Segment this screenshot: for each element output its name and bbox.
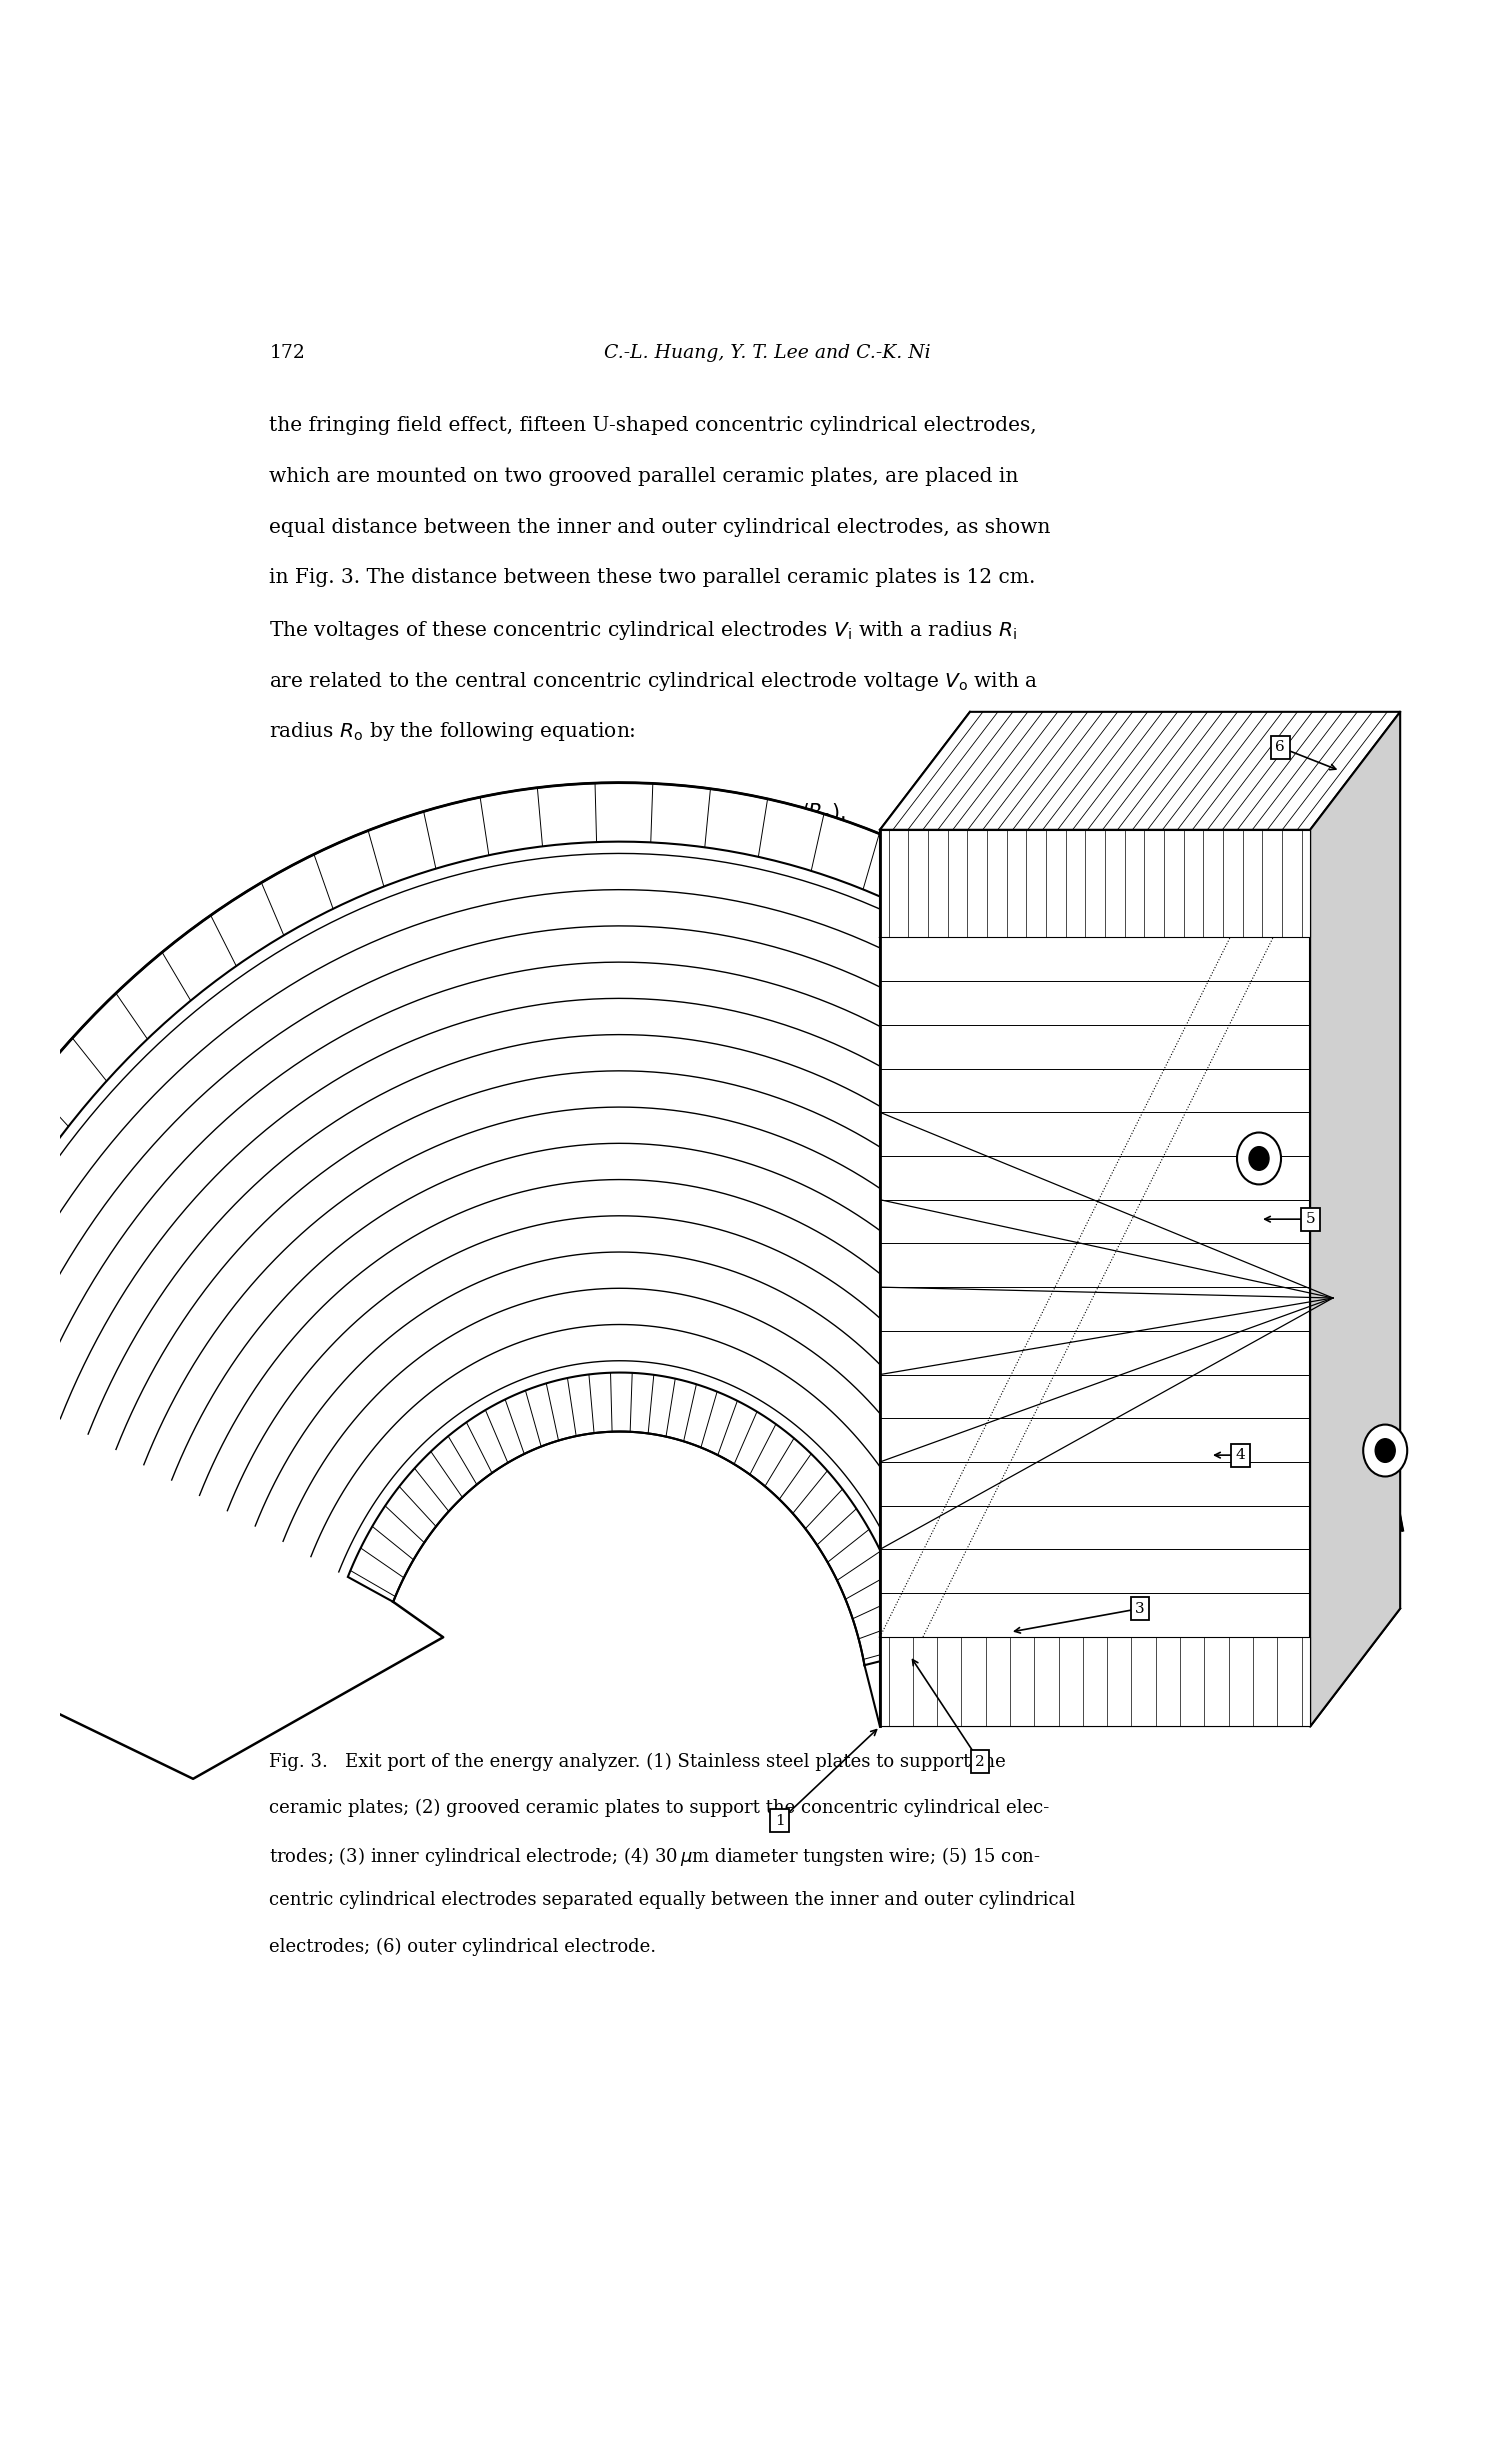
Text: in Fig. 3. The distance between these two parallel ceramic plates is 12 cm.: in Fig. 3. The distance between these tw… [270, 568, 1036, 587]
Text: provide  high  ion  transmission  efficiency.  An  8$\times$10 cm  metal  mesh, : provide high ion transmission efficiency… [270, 1037, 1107, 1062]
Text: equal distance between the inner and outer cylindrical electrodes, as shown: equal distance between the inner and out… [270, 519, 1050, 536]
Polygon shape [0, 782, 1402, 1544]
Circle shape [1375, 1438, 1395, 1463]
Text: 6: 6 [1275, 740, 1284, 755]
Text: 4: 4 [1235, 1448, 1246, 1463]
Polygon shape [881, 713, 1401, 831]
Text: electrodes; (6) outer cylindrical electrode.: electrodes; (6) outer cylindrical electr… [270, 1937, 657, 1957]
Text: At  the  exit  port  of  the  energy  analyzer,  nine  tungsten  wires  of  30$\: At the exit port of the energy analyzer,… [270, 887, 1047, 909]
Text: centric cylindrical electrodes separated equally between the inner and outer cyl: centric cylindrical electrodes separated… [270, 1890, 1076, 1910]
Text: The voltages of these concentric cylindrical electrodes $V_\mathrm{i}$ with a ra: The voltages of these concentric cylindr… [270, 619, 1018, 642]
Text: as  shown  in  Fig. 3.  These  wires  effectively  reduce  the  fringing  field : as shown in Fig. 3. These wires effectiv… [270, 988, 1126, 1008]
Text: radius $R_\mathrm{o}$ by the following equation:: radius $R_\mathrm{o}$ by the following e… [270, 720, 636, 742]
Text: 172: 172 [270, 344, 305, 361]
Circle shape [1249, 1148, 1269, 1170]
Polygon shape [347, 1372, 913, 1664]
Circle shape [1363, 1426, 1407, 1477]
Polygon shape [881, 1637, 1310, 1726]
Text: through  this  mesh  and  fly  to  the  detector.  The  detector  is  an  assemb: through this mesh and fly to the detecto… [270, 1241, 1065, 1261]
Text: 5: 5 [1305, 1212, 1316, 1227]
Text: C.-L. Huang, Y. T. Lee and C.-K. Ni: C.-L. Huang, Y. T. Lee and C.-K. Ni [605, 344, 931, 361]
Polygon shape [881, 831, 1310, 1726]
Text: 1: 1 [775, 1814, 785, 1829]
Polygon shape [1310, 713, 1401, 1726]
Text: voltage  equal  to  the  central  cylindrical  electrode  voltage,  is  placed  : voltage equal to the central cylindrical… [270, 1089, 1112, 1109]
Text: recorded  by  a  CCD  video  camera,  and  are  accumulated  in  the  computer.: recorded by a CCD video camera, and are … [270, 1342, 1080, 1362]
Text: trodes; (3) inner cylindrical electrode; (4) 30$\,\mu$m diameter tungsten wire; : trodes; (3) inner cylindrical electrode;… [270, 1846, 1042, 1868]
Text: the  analyzer  exit  port  and  the  two-dimensional  detector  to  reduce  furt: the analyzer exit port and the two-dimen… [270, 1141, 1088, 1158]
Circle shape [1237, 1133, 1281, 1185]
Polygon shape [0, 841, 1354, 1652]
Text: are related to the central concentric cylindrical electrode voltage $V_\mathrm{o: are related to the central concentric cy… [270, 669, 1039, 693]
Text: the  fringing  field  effect.  Ions  from  the  exit  port  of  the  energy  ana: the fringing field effect. Ions from the… [270, 1190, 1122, 1209]
Text: ceramic plates; (2) grooved ceramic plates to support the concentric cylindrical: ceramic plates; (2) grooved ceramic plat… [270, 1799, 1049, 1816]
Text: diameter  are  spot-welded  on  every  other  concentric  cylindrical  electrode: diameter are spot-welded on every other … [270, 936, 1076, 956]
Text: which are mounted on two grooved parallel ceramic plates, are placed in: which are mounted on two grooved paralle… [270, 467, 1019, 487]
Text: Fig. 3.   Exit port of the energy analyzer. (1) Stainless steel plates to suppor: Fig. 3. Exit port of the energy analyzer… [270, 1753, 1006, 1770]
Text: the fringing field effect, fifteen U-shaped concentric cylindrical electrodes,: the fringing field effect, fifteen U-sha… [270, 415, 1037, 435]
Polygon shape [881, 831, 1310, 936]
Text: (7): (7) [1237, 801, 1266, 821]
Text: $V_\mathrm{i} = V_\mathrm{o} + 2V_\mathrm{o} \times \ln(R_\mathrm{i}/R_\mathrm{o: $V_\mathrm{i} = V_\mathrm{o} + 2V_\mathr… [597, 801, 846, 826]
Text: 2: 2 [974, 1755, 985, 1770]
Text: of  $z$-stack  microchannel  plates  (MCP)  and  a  phosphor  screen.  Signals  : of $z$-stack microchannel plates (MCP) a… [270, 1293, 1083, 1315]
Text: 3: 3 [1135, 1603, 1144, 1615]
